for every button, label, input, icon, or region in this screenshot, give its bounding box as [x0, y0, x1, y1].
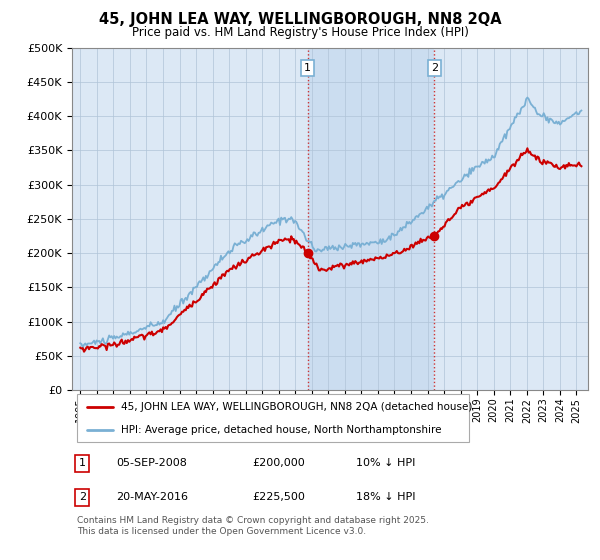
Text: 20-MAY-2016: 20-MAY-2016: [116, 492, 188, 502]
Text: 10% ↓ HPI: 10% ↓ HPI: [356, 458, 415, 468]
Text: 45, JOHN LEA WAY, WELLINGBOROUGH, NN8 2QA (detached house): 45, JOHN LEA WAY, WELLINGBOROUGH, NN8 2Q…: [121, 402, 472, 412]
Text: 1: 1: [304, 63, 311, 73]
Text: £225,500: £225,500: [253, 492, 305, 502]
Text: 1: 1: [79, 458, 86, 468]
FancyBboxPatch shape: [77, 394, 469, 442]
Text: 2: 2: [79, 492, 86, 502]
Text: HPI: Average price, detached house, North Northamptonshire: HPI: Average price, detached house, Nort…: [121, 426, 442, 435]
Bar: [308, 48, 434, 390]
Text: Contains HM Land Registry data © Crown copyright and database right 2025.
This d: Contains HM Land Registry data © Crown c…: [77, 516, 429, 536]
Text: £200,000: £200,000: [253, 458, 305, 468]
Text: 18% ↓ HPI: 18% ↓ HPI: [356, 492, 415, 502]
Text: Price paid vs. HM Land Registry's House Price Index (HPI): Price paid vs. HM Land Registry's House …: [131, 26, 469, 39]
Text: 05-SEP-2008: 05-SEP-2008: [116, 458, 187, 468]
Text: 2: 2: [431, 63, 438, 73]
Text: 45, JOHN LEA WAY, WELLINGBOROUGH, NN8 2QA: 45, JOHN LEA WAY, WELLINGBOROUGH, NN8 2Q…: [98, 12, 502, 27]
